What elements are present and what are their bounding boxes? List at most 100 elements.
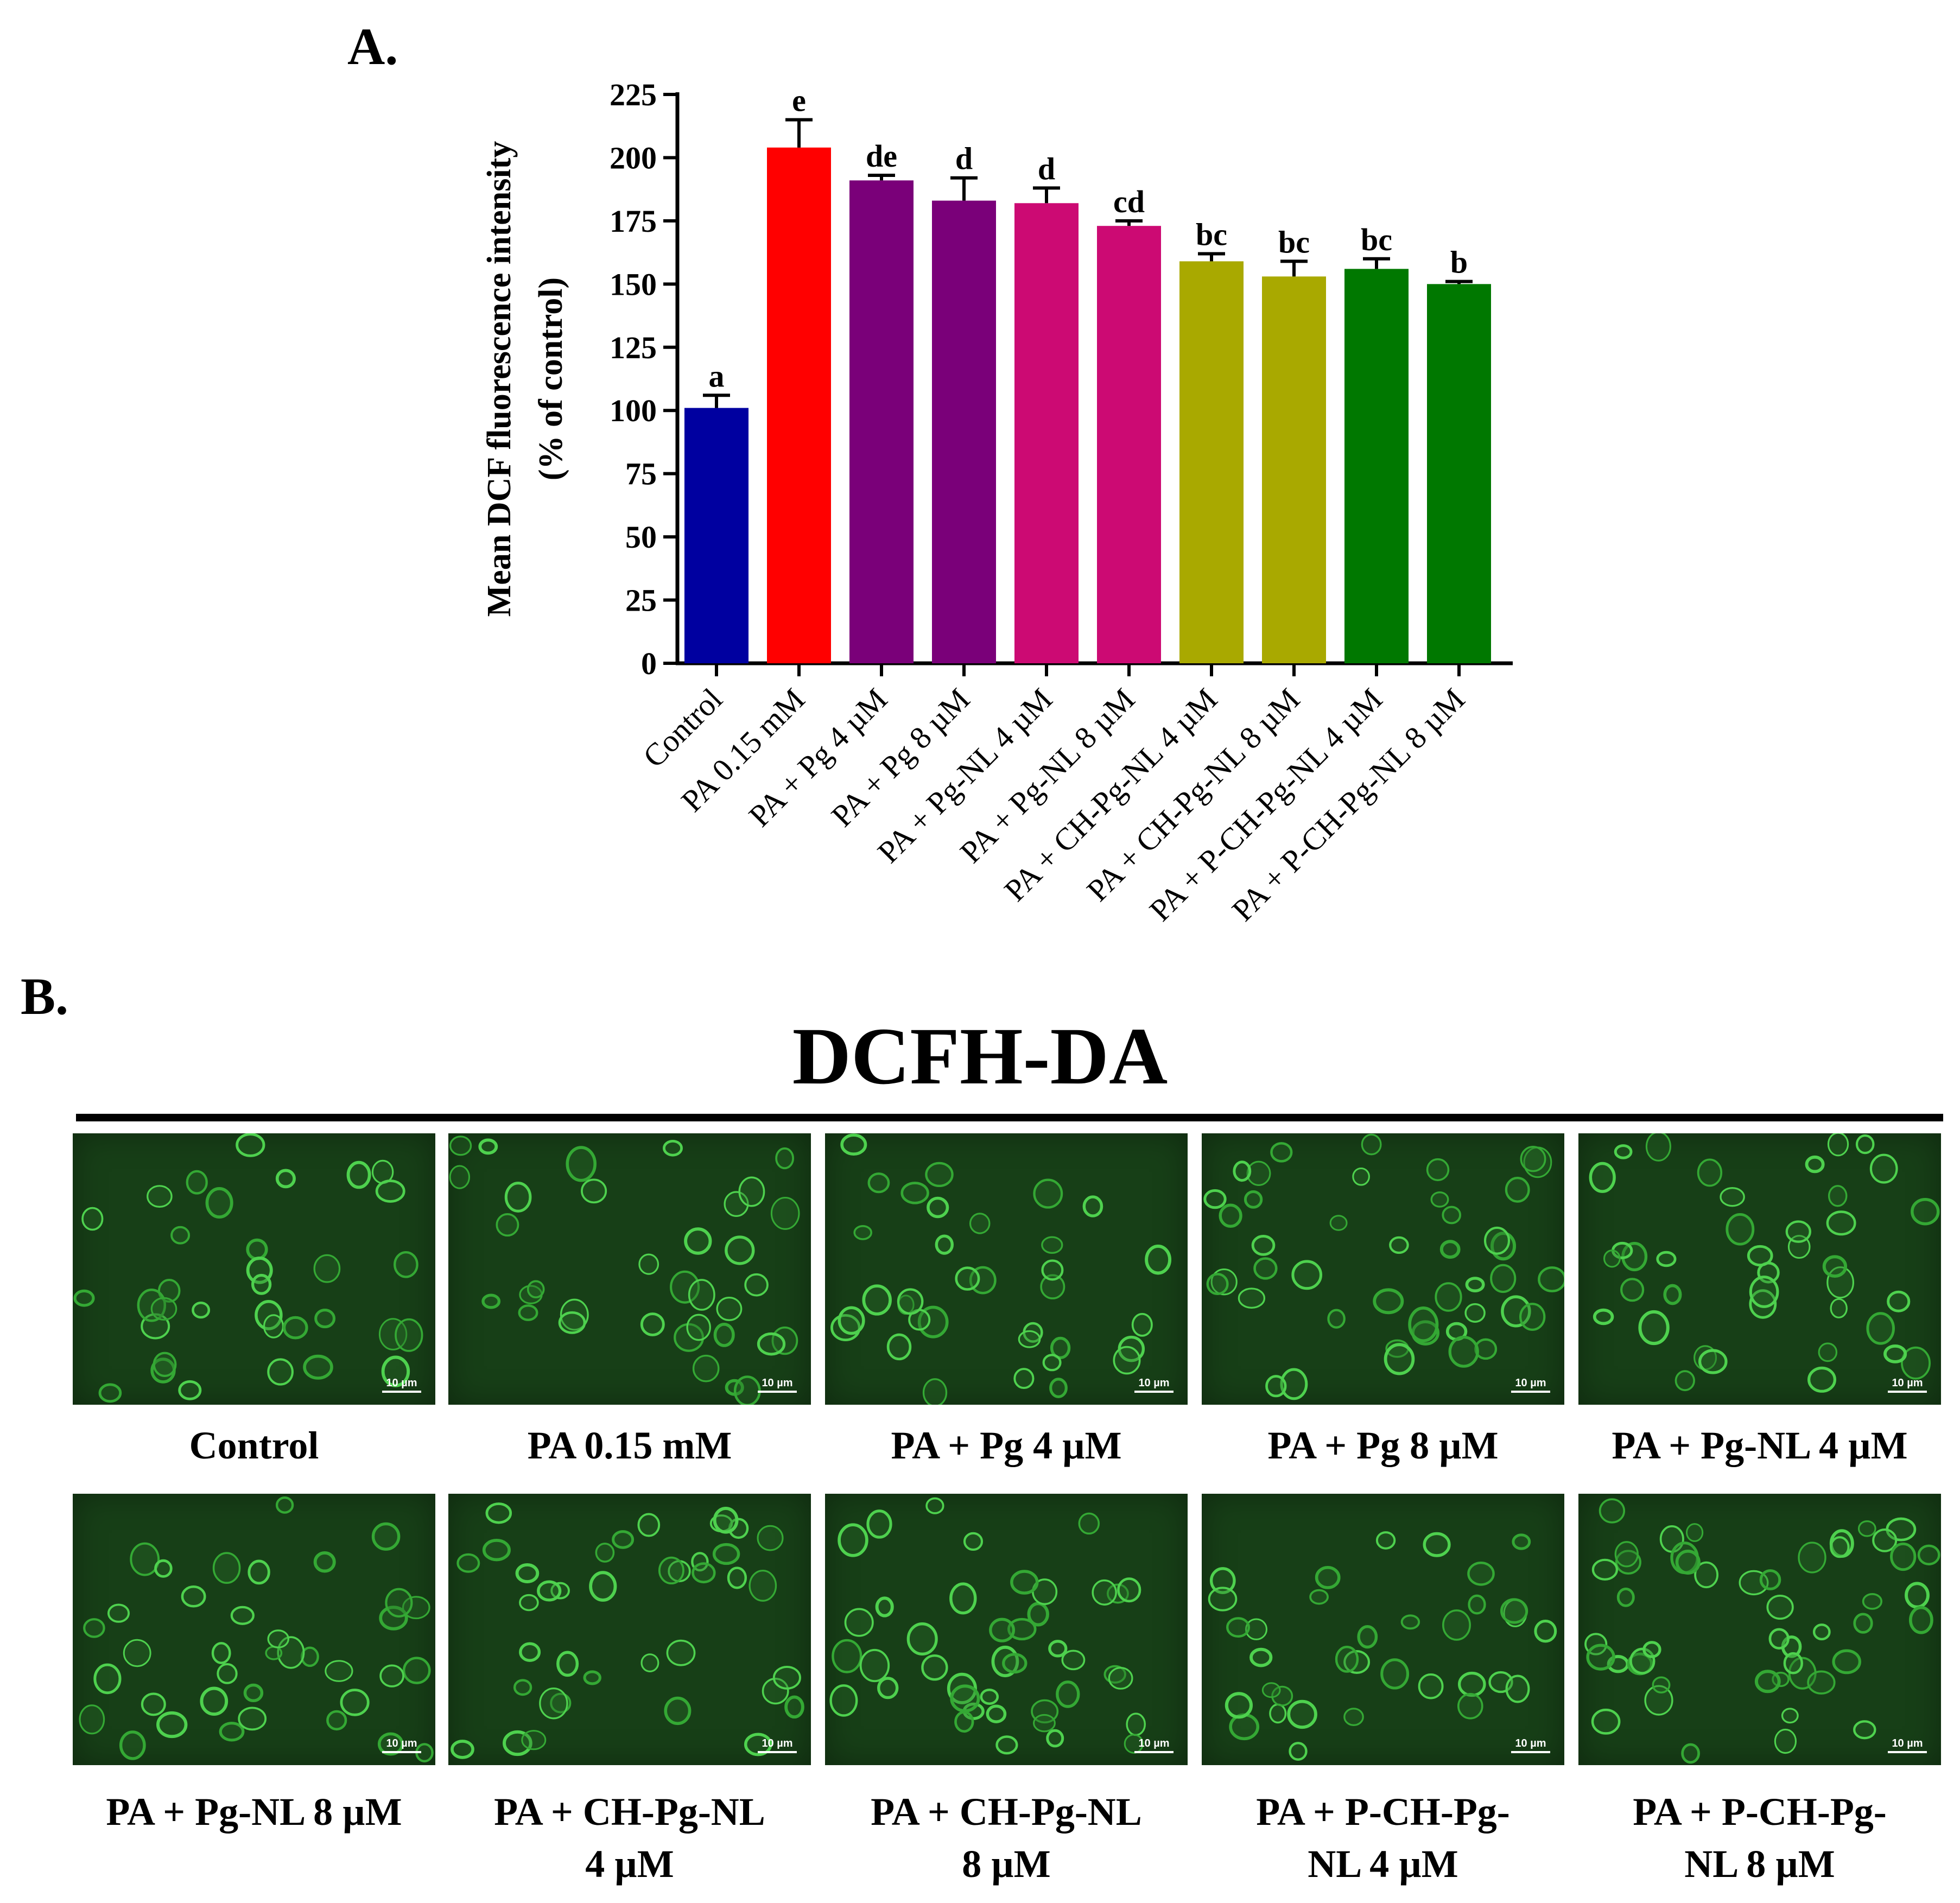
cell (192, 1301, 211, 1319)
cell (744, 1733, 772, 1756)
cell (692, 1562, 716, 1584)
cell (684, 1227, 712, 1255)
cell (1512, 1533, 1531, 1550)
cell (1828, 1185, 1848, 1207)
cell (1599, 1498, 1626, 1524)
scale-bar-label: 10 µm (1892, 1737, 1923, 1749)
micrograph-caption: PA 0.15 mM (437, 1419, 822, 1471)
cell (1830, 1298, 1848, 1318)
cells-graphic (79, 1496, 434, 1762)
cell (481, 1293, 501, 1309)
micrograph-image: 10 µm (825, 1494, 1188, 1765)
cell (1726, 1213, 1755, 1246)
cell (713, 1506, 739, 1534)
cell (1335, 1645, 1359, 1673)
caption-line: Control (189, 1424, 319, 1467)
cell (1269, 1703, 1287, 1724)
scale-bar-label: 10 µm (1138, 1737, 1170, 1749)
cell (1426, 1158, 1450, 1182)
cell (556, 1651, 579, 1677)
caption-line: PA + Pg-NL 8 µM (106, 1790, 402, 1834)
cell (1490, 1264, 1517, 1293)
cell (478, 1138, 498, 1155)
bar (849, 180, 914, 663)
cell (838, 1306, 865, 1335)
cell (181, 1585, 206, 1608)
cell (251, 1273, 272, 1295)
cell (267, 1358, 294, 1386)
scale-bar-line (758, 1391, 797, 1393)
scale-bar-line (382, 1751, 421, 1753)
cell (762, 1677, 789, 1705)
cell (1593, 1308, 1614, 1325)
y-tick-label: 25 (625, 583, 657, 618)
cell (1046, 1729, 1064, 1748)
cell (986, 1704, 1007, 1723)
micrograph-image: 10 µm (448, 1494, 811, 1765)
cell (921, 1654, 948, 1681)
cell (456, 1553, 480, 1573)
cell (515, 1563, 540, 1584)
cell (503, 1730, 532, 1756)
cell (212, 1552, 241, 1584)
significance-letter: d (1038, 151, 1055, 186)
cell (1505, 1674, 1530, 1703)
cell (1203, 1189, 1227, 1209)
bar-chart: 0 25 50 75 100 125 150 175 200 225 Mean DCF fluore… (481, 77, 1513, 928)
cell (1457, 1692, 1483, 1720)
cell (521, 1730, 547, 1750)
cell (1439, 1240, 1461, 1259)
scale-bar-label: 10 µm (1892, 1377, 1923, 1389)
cell (1483, 1226, 1511, 1255)
cell (838, 1523, 868, 1557)
micrograph-caption: PA + CH-Pg-NL 4 µM (437, 1786, 822, 1890)
cells-graphic (1589, 1133, 1940, 1393)
cell (1226, 1617, 1250, 1638)
cell (917, 1305, 949, 1339)
cell (1869, 1153, 1898, 1184)
cell (1534, 1620, 1557, 1643)
caption-line: PA + CH-Pg-NL (494, 1790, 765, 1834)
cell (844, 1608, 874, 1637)
cell (727, 1566, 747, 1589)
cell (379, 1664, 404, 1688)
cell (1644, 1685, 1673, 1716)
cell (1749, 1289, 1777, 1319)
scale-bar: 10 µm (1134, 1737, 1174, 1753)
scale-bar-label: 10 µm (1515, 1737, 1546, 1749)
cell (1768, 1628, 1790, 1650)
cell (1042, 1354, 1062, 1372)
y-axis-label-unit: (% of control) (532, 277, 569, 480)
cell (1807, 1366, 1837, 1393)
caption-line: PA + Pg 8 µM (1267, 1424, 1499, 1467)
cell (757, 1332, 786, 1356)
cell (1656, 1251, 1677, 1267)
cell (1315, 1565, 1341, 1589)
cell (482, 1539, 511, 1562)
cell (1890, 1542, 1917, 1571)
caption-line: 8 µM (962, 1842, 1051, 1886)
cell (1244, 1190, 1263, 1209)
cell (230, 1606, 255, 1625)
micrograph-image: 10 µm (1202, 1133, 1564, 1405)
cell (1505, 1177, 1530, 1203)
y-axis-label: Mean DCF fluorescence intensity (481, 141, 518, 617)
scale-bar-label: 10 µm (386, 1377, 417, 1389)
cell (1822, 1255, 1848, 1278)
cell (1591, 1708, 1621, 1735)
cell (1866, 1312, 1895, 1345)
scale-bar: 10 µm (758, 1737, 797, 1753)
cell (537, 1580, 562, 1602)
scale-bar-line (1511, 1751, 1550, 1753)
cell (744, 1273, 769, 1297)
cell (1467, 1562, 1495, 1586)
cell (378, 1318, 408, 1350)
caption-line: PA + P-CH-Pg- (1256, 1790, 1510, 1834)
significance-letter: de (866, 138, 897, 174)
cell (83, 1618, 105, 1638)
cell (775, 1147, 794, 1170)
bar (932, 200, 996, 663)
cell (1457, 1671, 1486, 1697)
cell (1468, 1594, 1486, 1615)
cell (640, 1653, 659, 1673)
